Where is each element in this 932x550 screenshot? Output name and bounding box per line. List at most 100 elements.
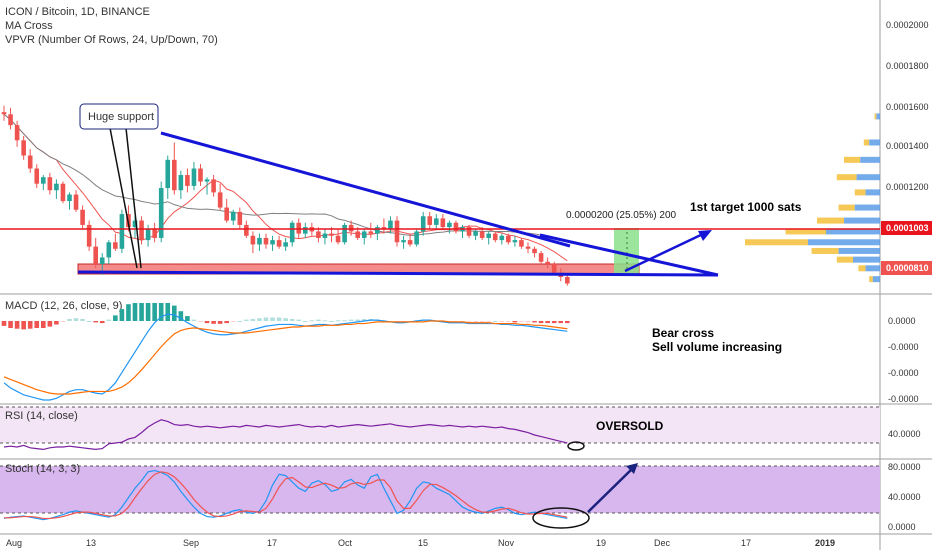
macd-bar — [113, 315, 118, 321]
candle-body — [80, 209, 85, 225]
candle-body — [348, 224, 354, 232]
macd-bar — [106, 319, 112, 321]
vpvr-label: VPVR (Number Of Rows, 24, Up/Down, 70) — [5, 34, 218, 46]
oversold-circle — [567, 441, 585, 451]
time-tick: 2019 — [815, 538, 835, 548]
macd-bar — [191, 319, 197, 321]
candle-body — [178, 175, 184, 191]
candle-body — [492, 233, 498, 241]
candle-body — [86, 224, 92, 247]
candle-body — [394, 220, 400, 243]
candle-body — [407, 240, 413, 245]
time-tick: Nov — [498, 538, 515, 548]
vpvr-row-up — [872, 276, 880, 283]
candles — [1, 105, 570, 286]
macd-bar — [198, 321, 203, 322]
stoch-tick: 40.0000 — [888, 492, 921, 502]
candle-body — [1, 112, 7, 115]
macd-bar — [276, 317, 282, 321]
time-tick: 17 — [741, 538, 751, 548]
candle-body — [532, 248, 537, 254]
candle-body — [401, 240, 406, 243]
macd-bar — [309, 320, 315, 322]
vpvr-row-up — [876, 113, 880, 120]
vpvr-row-down — [838, 204, 855, 211]
macd-bar — [473, 321, 478, 322]
candle-body — [14, 125, 20, 141]
macd-title: MACD (12, 26, close, 9) — [5, 300, 122, 312]
macd-bar — [158, 303, 164, 321]
candle-body — [99, 257, 105, 264]
target-arrow — [624, 231, 706, 273]
candle-body — [211, 179, 216, 193]
candle-body — [506, 235, 511, 243]
macd-bar — [8, 321, 13, 328]
macd-bar — [506, 321, 511, 322]
price-tick: 0.0001800 — [886, 61, 929, 71]
macd-bar — [316, 319, 321, 321]
candle-body — [420, 216, 426, 232]
vpvr-row-up — [865, 189, 880, 196]
candle-body — [473, 231, 478, 236]
target-label: 1st target 1000 sats — [690, 200, 802, 214]
candle-body — [342, 224, 347, 243]
vpvr-row-up — [808, 239, 880, 246]
candle-body — [289, 222, 295, 243]
macd-bar — [93, 321, 98, 323]
macd-bar — [283, 318, 288, 321]
stoch-arrowhead — [626, 463, 638, 474]
symbol-title: ICON / Bitcoin, 1D, BINANCE — [5, 6, 150, 18]
huge-support-label: Huge support — [88, 111, 154, 123]
time-tick: Sep — [183, 538, 199, 548]
candle-body — [73, 194, 79, 210]
stoch-circle — [532, 507, 590, 529]
stoch-d-line — [4, 471, 568, 520]
ma-slow-line — [3, 113, 568, 243]
macd-bar — [54, 321, 59, 325]
candle-body — [21, 140, 26, 156]
macd-bar — [14, 321, 20, 329]
macd-bar — [525, 321, 531, 323]
rsi-title: RSI (14, close) — [5, 410, 78, 422]
candle-body — [244, 224, 249, 236]
macd-bar — [512, 321, 518, 323]
macd-bar — [532, 321, 537, 323]
current-price-badge — [881, 221, 932, 235]
candle-body — [119, 214, 125, 249]
macd-bar — [244, 319, 249, 321]
callout-pointer-1 — [109, 127, 138, 269]
macd-bar — [348, 319, 354, 321]
macd-bar — [119, 309, 125, 321]
macd-tick: 0.0000 — [888, 316, 916, 326]
candle-body — [263, 237, 269, 245]
macd-bar — [21, 321, 26, 330]
vpvr-row-down — [869, 276, 873, 283]
candle-body — [139, 220, 144, 241]
current-price-value: 0.0001003 — [886, 223, 929, 233]
price-axis: 0.0002000 0.0001800 0.0001600 0.0001400 … — [886, 20, 929, 192]
macd-bar — [126, 304, 131, 321]
rsi-tick: 40.0000 — [888, 429, 921, 439]
vpvr-row-down — [836, 174, 857, 181]
macd-bar — [139, 303, 144, 321]
candle-body — [41, 177, 46, 184]
vpvr-row-down — [874, 113, 877, 120]
macd-bar — [270, 317, 275, 321]
macd-bar — [355, 319, 360, 321]
macd-bar — [263, 317, 269, 321]
vpvr-row-down — [817, 217, 844, 224]
vpvr-row-down — [745, 239, 808, 246]
candle-body — [27, 155, 33, 169]
macd-bar — [178, 311, 184, 321]
candle-body — [361, 231, 367, 238]
macd-bar — [211, 321, 216, 324]
candle-body — [158, 188, 164, 238]
macd-bar — [479, 321, 485, 322]
candle-body — [185, 175, 190, 186]
macd-bar — [519, 321, 524, 322]
price-tick: 0.0001600 — [886, 102, 929, 112]
macd-bar — [499, 321, 505, 322]
target-arrowhead — [698, 230, 712, 241]
ma-fast-line — [3, 113, 568, 262]
